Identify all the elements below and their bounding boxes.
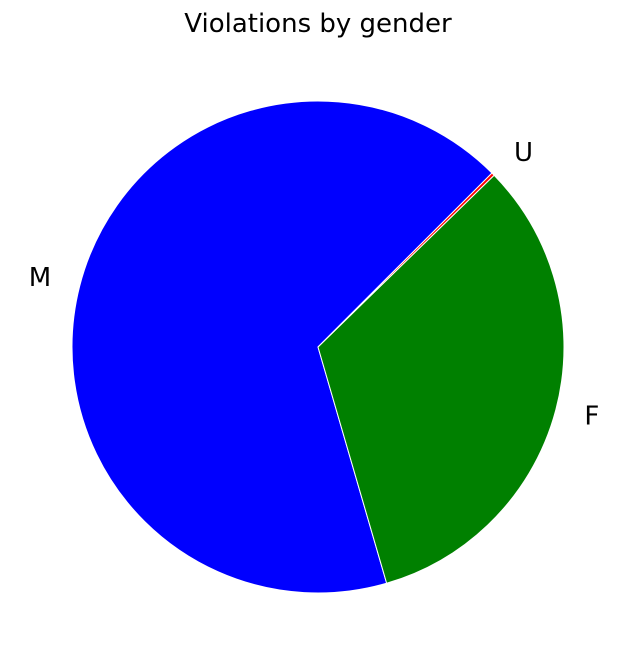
pie-label-u: U <box>514 138 533 168</box>
pie-slice-m <box>71 100 493 594</box>
pie-slices <box>71 100 565 594</box>
chart-title: Violations by gender <box>184 9 452 39</box>
pie-slice-f <box>317 174 565 584</box>
pie-slice-u <box>317 172 495 348</box>
pie-label-m: M <box>29 263 51 293</box>
pie-labels: M F U <box>29 138 600 432</box>
pie-label-f: F <box>584 402 599 432</box>
